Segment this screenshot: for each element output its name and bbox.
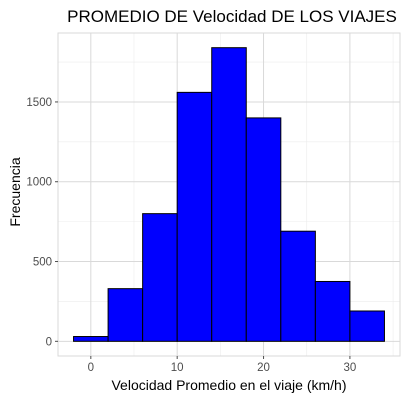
y-tick-label: 1500 <box>26 97 52 109</box>
histogram-bars <box>73 47 385 342</box>
y-tick-label: 0 <box>46 336 52 348</box>
y-axis-ticks: 0 500 1000 1500 <box>26 97 58 348</box>
x-tick-label: 0 <box>88 362 94 374</box>
y-tick-label: 1000 <box>26 177 52 189</box>
histogram-bar-3 <box>176 91 213 342</box>
histogram-bar-7 <box>314 280 351 342</box>
y-tick-label: 500 <box>33 257 52 269</box>
histogram-bar-5 <box>245 117 282 342</box>
plot-panel-border <box>57 32 401 357</box>
y-axis-title: Frecuencia <box>7 157 23 226</box>
x-tick-label: 20 <box>257 362 270 374</box>
histogram-bar-8 <box>349 310 385 342</box>
histogram-bar-0 <box>73 336 109 342</box>
histogram-bar-6 <box>280 230 316 342</box>
histogram-bar-1 <box>107 288 144 342</box>
histogram-bar-4 <box>211 47 247 342</box>
x-tick-label: 10 <box>171 362 184 374</box>
chart-title: PROMEDIO DE Velocidad DE LOS VIAJES <box>67 7 397 26</box>
x-axis-title: Velocidad Promedio en el viaje (km/h) <box>111 377 346 393</box>
x-axis-ticks: 0 10 20 30 <box>88 356 357 374</box>
histogram-bar-2 <box>142 213 178 342</box>
x-tick-label: 30 <box>344 362 357 374</box>
